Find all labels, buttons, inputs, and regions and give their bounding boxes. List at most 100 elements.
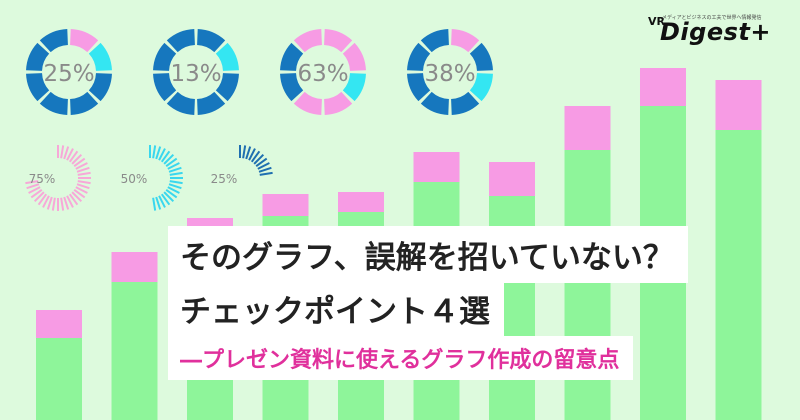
radial-tick bbox=[155, 196, 162, 210]
bar-pink-segment bbox=[715, 80, 762, 130]
donut-segment bbox=[215, 42, 239, 72]
donut-segment bbox=[420, 29, 450, 53]
radial-tick bbox=[75, 186, 88, 194]
radial-tick bbox=[165, 188, 178, 199]
donut-segment bbox=[293, 29, 323, 53]
radial-tick bbox=[163, 191, 175, 203]
radial-tick bbox=[73, 188, 86, 199]
radial-tick bbox=[169, 180, 183, 185]
radial-tick bbox=[160, 193, 171, 206]
radial-tick bbox=[152, 197, 157, 211]
radial-tick bbox=[158, 148, 166, 161]
radial-tick bbox=[167, 162, 180, 170]
donut-segment bbox=[196, 91, 226, 115]
donut-segment bbox=[69, 91, 99, 115]
bar-green-segment bbox=[111, 282, 158, 420]
donut-segment bbox=[450, 91, 480, 115]
donut-label: 13% bbox=[170, 61, 221, 87]
vr-digest-logo: VR Digest+ メディアとビジネスの工夫で世界へ情報発信 bbox=[648, 14, 788, 54]
donut-chart: 38% bbox=[407, 29, 493, 115]
radial-tick bbox=[158, 195, 166, 208]
radial-tick bbox=[28, 186, 41, 194]
logo-wordmark: Digest+ bbox=[660, 18, 771, 46]
radial-tick bbox=[71, 191, 83, 203]
donut-segment bbox=[153, 72, 177, 102]
donut-chart: 13% bbox=[153, 29, 239, 115]
donut-segment bbox=[293, 91, 323, 115]
bar-pink-segment bbox=[489, 162, 535, 196]
bar-pink-segment bbox=[413, 152, 460, 182]
donut-segment bbox=[342, 42, 366, 72]
donut-segment bbox=[153, 42, 177, 72]
donut-segment bbox=[469, 42, 493, 72]
radial-tick bbox=[257, 162, 270, 170]
radial-tick bbox=[25, 180, 39, 185]
radial-tick bbox=[63, 196, 70, 210]
radial-tick bbox=[46, 196, 53, 210]
radial-tick bbox=[68, 150, 79, 163]
subtitle: ―プレゼン資料に使えるグラフ作成の留意点 bbox=[168, 336, 634, 380]
donut-segment bbox=[166, 91, 196, 115]
donut-label: 63% bbox=[297, 61, 348, 87]
donut-segment bbox=[69, 29, 99, 53]
radial-tick bbox=[253, 153, 265, 165]
radial-tick bbox=[73, 157, 86, 168]
radial-tick bbox=[259, 171, 273, 176]
bar-pink-segment bbox=[564, 106, 611, 150]
radial-label: 50% bbox=[121, 172, 148, 186]
bar bbox=[111, 252, 158, 420]
radial-tick bbox=[168, 166, 182, 173]
radial-label: 25% bbox=[211, 172, 238, 186]
donut-segment bbox=[469, 72, 493, 102]
bar-pink-segment bbox=[36, 310, 82, 338]
bar-green-segment bbox=[36, 338, 82, 420]
radial-tick bbox=[60, 145, 65, 159]
donut-chart: 63% bbox=[280, 29, 366, 115]
radial-tick bbox=[165, 157, 178, 168]
headline-line-1: そのグラフ、誤解を招いていない？ bbox=[168, 226, 688, 283]
radial-chart: 50% bbox=[121, 145, 183, 211]
bar-pink-segment bbox=[338, 192, 384, 212]
donut-segment bbox=[407, 42, 431, 72]
radial-tick bbox=[250, 150, 261, 163]
radial-tick bbox=[26, 183, 40, 190]
donut-segment bbox=[88, 42, 112, 72]
donut-segment bbox=[342, 72, 366, 102]
donut-chart: 25% bbox=[26, 29, 112, 115]
radial-tick bbox=[30, 188, 43, 199]
radial-label: 75% bbox=[29, 172, 56, 186]
logo-vr-mark: VR bbox=[648, 15, 665, 28]
radial-tick bbox=[255, 157, 268, 168]
radial-tick bbox=[37, 193, 48, 206]
donut-segment bbox=[323, 29, 353, 53]
donut-segment bbox=[196, 29, 226, 53]
radial-tick bbox=[66, 148, 74, 161]
radial-tick bbox=[258, 166, 272, 173]
donut-segment bbox=[26, 72, 50, 102]
radial-tick bbox=[248, 148, 256, 161]
radial-tick bbox=[75, 162, 88, 170]
radial-tick bbox=[163, 153, 175, 165]
donut-segment bbox=[323, 91, 353, 115]
donut-segment bbox=[88, 72, 112, 102]
radial-tick bbox=[33, 191, 45, 203]
bar-green-segment bbox=[715, 130, 762, 420]
donut-charts: 25% 13% 63% 38% bbox=[26, 29, 493, 115]
radial-tick bbox=[60, 197, 65, 211]
radial-tick bbox=[168, 183, 182, 190]
radial-charts: 75% 50% 25% bbox=[25, 145, 273, 211]
bar bbox=[715, 80, 762, 420]
radial-tick bbox=[152, 145, 157, 159]
radial-tick bbox=[63, 146, 70, 160]
donut-segment bbox=[450, 29, 480, 53]
donut-segment bbox=[215, 72, 239, 102]
donut-segment bbox=[39, 91, 69, 115]
bar-pink-segment bbox=[640, 68, 686, 106]
radial-tick bbox=[245, 146, 252, 160]
radial-tick bbox=[160, 150, 171, 163]
radial-tick bbox=[76, 183, 90, 190]
radial-tick bbox=[169, 171, 183, 176]
donut-label: 25% bbox=[43, 61, 94, 87]
radial-tick bbox=[77, 171, 91, 176]
